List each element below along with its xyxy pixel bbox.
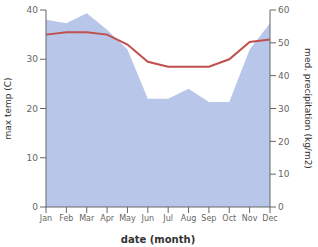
svg-text:Jun: Jun <box>141 214 155 223</box>
svg-text:Jul: Jul <box>162 214 173 223</box>
svg-text:0: 0 <box>32 202 38 212</box>
svg-text:May: May <box>119 214 136 223</box>
svg-text:40: 40 <box>278 71 290 81</box>
svg-text:Jan: Jan <box>39 214 52 223</box>
svg-text:med. precipitation (kg/m2): med. precipitation (kg/m2) <box>303 48 310 169</box>
svg-text:Mar: Mar <box>79 214 95 223</box>
svg-text:60: 60 <box>278 5 290 15</box>
svg-text:30: 30 <box>278 104 290 114</box>
svg-text:30: 30 <box>27 54 39 64</box>
svg-text:Feb: Feb <box>59 214 73 223</box>
svg-text:Apr: Apr <box>100 214 115 223</box>
svg-text:Aug: Aug <box>181 214 197 223</box>
svg-text:date (month): date (month) <box>121 234 195 245</box>
svg-text:0: 0 <box>278 202 284 212</box>
svg-text:50: 50 <box>278 38 290 48</box>
svg-text:20: 20 <box>27 104 39 114</box>
svg-text:20: 20 <box>278 137 290 147</box>
svg-text:40: 40 <box>27 5 39 15</box>
svg-text:Dec: Dec <box>262 214 277 223</box>
svg-text:Nov: Nov <box>242 214 258 223</box>
svg-text:max temp (C): max temp (C) <box>8 77 13 139</box>
svg-text:10: 10 <box>27 153 39 163</box>
svg-text:Oct: Oct <box>222 214 236 223</box>
svg-text:10: 10 <box>278 169 290 179</box>
svg-text:Sep: Sep <box>201 214 216 223</box>
